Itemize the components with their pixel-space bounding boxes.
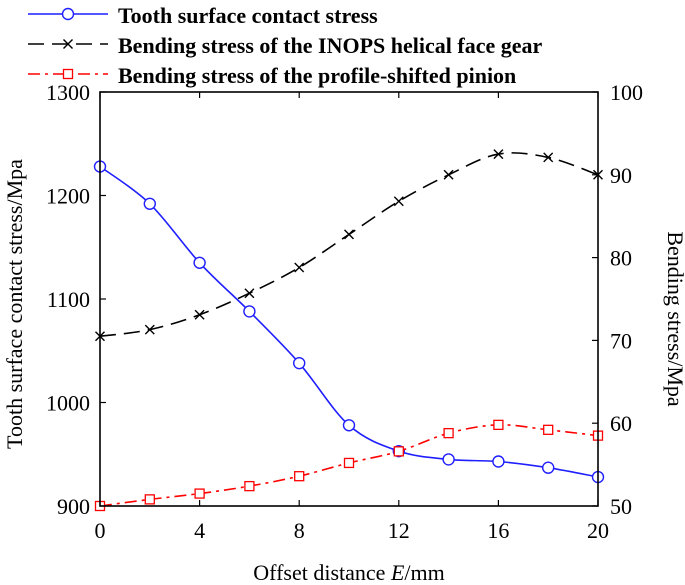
- legend-marker: [61, 7, 75, 21]
- series-1-point: [193, 256, 206, 269]
- series-3-point: [543, 424, 554, 435]
- y-right-tick-label: 50: [610, 494, 632, 519]
- legend: Tooth surface contact stress Bending stre…: [28, 3, 543, 88]
- y-axis-left-label: Tooth surface contact stress/Mpa: [2, 159, 27, 449]
- series-3-point: [343, 457, 355, 469]
- series-2-point: [443, 169, 454, 180]
- legend-label: Tooth surface contact stress: [118, 3, 378, 28]
- y-axis-right-label: Bending stress/Mpa: [663, 231, 685, 407]
- x-tick-label: 8: [294, 518, 305, 543]
- series-1-point: [143, 197, 157, 210]
- legend-item-3: Bending stress of the profile-shifted pi…: [28, 63, 516, 88]
- legend-marker: [63, 39, 73, 49]
- x-tick-label: 20: [587, 518, 609, 543]
- series-3: [94, 419, 604, 512]
- series-1-point: [542, 461, 555, 474]
- axes: 0 4 8 12 16 20 900 1000 1100 1200 1300 50 60 70 80 90 10…: [46, 80, 643, 543]
- x-axis-label: Offset distance E/mm: [253, 560, 444, 585]
- series-1-point: [442, 453, 455, 466]
- series-1-point: [243, 305, 256, 318]
- y-right-tick-label: 100: [610, 80, 643, 105]
- series-2-line: [99, 152, 599, 338]
- series-2-point: [194, 309, 205, 320]
- legend-marker: [62, 68, 74, 80]
- y-right-tick-label: 60: [610, 411, 632, 436]
- legend-item-2: Bending stress of the INOPS helical face…: [28, 33, 543, 58]
- y-right-tick-label: 70: [610, 328, 632, 353]
- series-1-point: [293, 356, 306, 370]
- series-3-point: [244, 480, 255, 492]
- x-tick-label: 0: [95, 518, 106, 543]
- y-left-tick-label: 1300: [46, 80, 90, 105]
- x-tick-label: 12: [388, 518, 410, 543]
- series-2-point: [144, 324, 155, 335]
- series-3-point: [294, 471, 305, 482]
- series-2-point: [543, 152, 554, 163]
- series-2-point: [294, 262, 305, 273]
- series-3-point: [393, 446, 404, 457]
- series-3-point: [144, 494, 155, 505]
- legend-item-1: Tooth surface contact stress: [28, 3, 378, 28]
- y-right-tick-label: 80: [610, 246, 632, 271]
- y-right-tick-label: 90: [610, 163, 632, 188]
- y-left-tick-label: 1200: [46, 184, 90, 209]
- legend-label: Bending stress of the profile-shifted pi…: [118, 63, 516, 88]
- series-2-point: [244, 288, 255, 299]
- series-2-point: [493, 149, 504, 160]
- y-left-tick-label: 1000: [46, 391, 90, 416]
- y-left-tick-label: 1100: [47, 287, 90, 312]
- series-3-point: [443, 427, 454, 439]
- series-1-point: [492, 455, 505, 468]
- legend-label: Bending stress of the INOPS helical face…: [118, 33, 543, 58]
- series-2-point: [344, 229, 354, 240]
- x-tick-label: 4: [194, 518, 205, 543]
- series-1-point: [342, 419, 356, 432]
- plot-area: [93, 149, 605, 512]
- series-1-line: [99, 165, 599, 478]
- series-2: [95, 149, 603, 342]
- series-3-point: [493, 419, 504, 431]
- series-1: [93, 160, 605, 484]
- y-left-tick-label: 900: [57, 494, 90, 519]
- series-2-point: [393, 196, 404, 207]
- series-3-point: [194, 488, 205, 499]
- x-tick-label: 16: [487, 518, 509, 543]
